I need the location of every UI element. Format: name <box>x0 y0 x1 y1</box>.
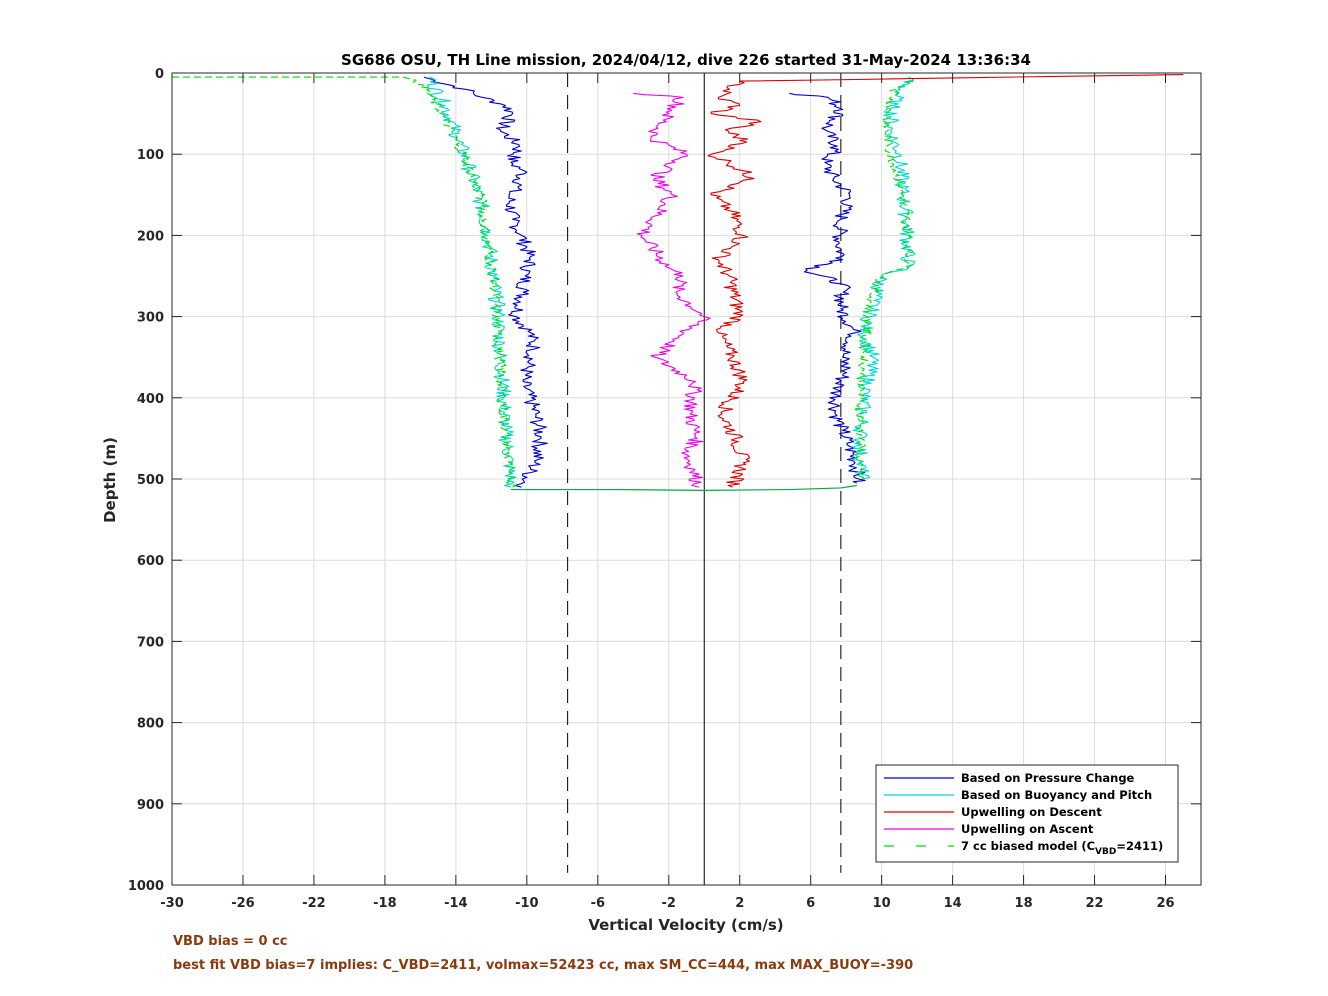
y-tick-label: 500 <box>137 473 164 488</box>
y-tick-label: 100 <box>137 148 164 163</box>
x-tick-label: -18 <box>373 896 397 911</box>
y-tick-label: 600 <box>137 554 164 569</box>
x-tick-label: -14 <box>444 896 468 911</box>
x-tick-label: 18 <box>1015 896 1033 911</box>
chart-title: SG686 OSU, TH Line mission, 2024/04/12, … <box>341 51 1031 69</box>
x-tick-label: -22 <box>302 896 326 911</box>
series-line-5 <box>172 76 517 488</box>
y-tick-label: 0 <box>155 67 164 82</box>
y-axis-label: Depth (m) <box>101 437 119 523</box>
x-tick-label: -10 <box>515 896 539 911</box>
x-tick-label: -6 <box>591 896 605 911</box>
y-tick-label: 400 <box>137 392 164 407</box>
reference-lines <box>567 73 842 885</box>
x-tick-label: 14 <box>944 896 962 911</box>
y-tick-label: 1000 <box>128 879 164 894</box>
series-line-2 <box>426 76 517 488</box>
x-tick-label: -30 <box>160 896 184 911</box>
series-line-3 <box>707 74 1184 488</box>
x-axis-label: Vertical Velocity (cm/s) <box>588 916 783 934</box>
chart-legend: Based on Pressure Change Based on Buoyanc… <box>875 764 1179 863</box>
y-tick-label: 900 <box>137 798 164 813</box>
bottom-connector-line <box>510 484 857 491</box>
x-tick-label: 10 <box>873 896 891 911</box>
tick-marks <box>171 72 1201 886</box>
legend-box <box>875 764 1179 863</box>
y-tick-label: 800 <box>137 717 164 732</box>
x-tick-label: 2 <box>735 896 744 911</box>
y-tick-label: 200 <box>137 229 164 244</box>
x-tick-label: 26 <box>1156 896 1174 911</box>
x-tick-label: 22 <box>1086 896 1104 911</box>
series-line-1 <box>423 76 548 488</box>
legend-label: 7 cc biased model (CVBD=2411) <box>961 839 1163 857</box>
vbd-bias-note: VBD bias = 0 cc <box>173 934 288 949</box>
legend-label: Upwelling on Descent <box>961 805 1102 819</box>
series-line-4 <box>633 92 711 488</box>
series-line-5 <box>854 80 914 480</box>
grid-lines <box>171 72 1201 886</box>
y-tick-label: 700 <box>137 635 164 650</box>
y-tick-labels: 0 100 200 300 400 500 600 700 800 900 1000 <box>128 67 164 894</box>
series-line-2 <box>851 76 916 480</box>
series-layer <box>172 74 1184 491</box>
x-tick-labels: -30 -26 -22 -18 -14 -10 -6 -2 2 6 10 14 18 22 26 <box>160 896 1174 911</box>
x-tick-label: 6 <box>806 896 815 911</box>
legend-label: Based on Buoyancy and Pitch <box>961 788 1152 802</box>
y-tick-label: 300 <box>137 311 164 326</box>
legend-label: Based on Pressure Change <box>961 771 1135 785</box>
best-fit-note: best fit VBD bias=7 implies: C_VBD=2411,… <box>173 958 914 973</box>
x-tick-label: -26 <box>231 896 255 911</box>
x-tick-label: -2 <box>662 896 676 911</box>
series-line-1 <box>789 92 866 484</box>
legend-label: Upwelling on Ascent <box>961 822 1094 836</box>
